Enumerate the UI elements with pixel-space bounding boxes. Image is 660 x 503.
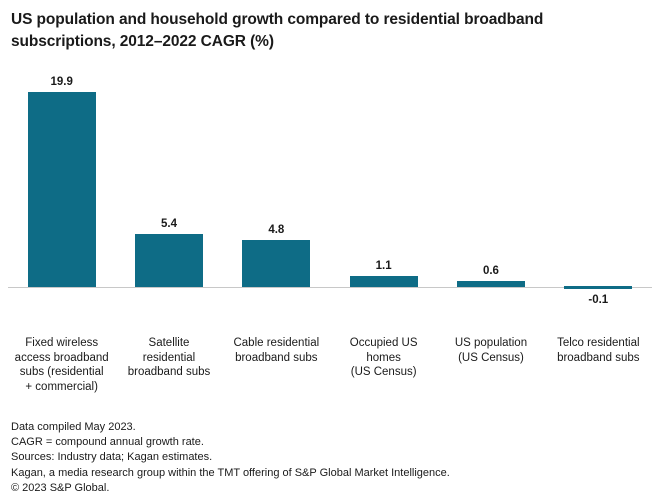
bar-value-label: 1.1 [375,260,392,272]
category-label-us-population: US population (US Census) [454,337,528,364]
bar-chart-plot-area: 19.9 5.4 4.8 1.1 0.6 -0.1 [8,73,652,306]
bar-value-label: -0.1 [588,294,609,306]
bar [564,286,633,289]
note-data-compiled: Data compiled May 2023. [11,420,136,433]
bar [456,281,525,287]
bar-column-fixed-wireless: 19.9 [8,73,115,287]
bar [27,92,96,287]
bar-value-label: 4.8 [268,224,285,236]
bar [134,234,203,287]
bar-value-label: 0.6 [482,265,499,277]
category-label-telco: Telco residential broadband subs [557,337,640,364]
note-kagan: Kagan, a media research group within the… [11,466,450,479]
bar [242,240,311,287]
category-label-satellite: Satellite residential broadband subs [127,337,211,378]
page-title: US population and household growth compa… [11,11,544,50]
note-copyright: © 2023 S&P Global. [11,481,110,494]
note-cagr-definition: CAGR = compound annual growth rate. [11,436,204,449]
bar-column-occupied-homes: 1.1 [330,73,437,287]
bar-value-label: 5.4 [160,218,177,230]
bar-column-telco: -0.1 [545,73,652,306]
bar [349,276,418,287]
bar-column-satellite: 5.4 [115,73,222,287]
category-label-cable: Cable residential broadband subs [233,337,320,364]
source-notes: Data compiled May 2023. CAGR = compound … [11,420,648,496]
category-label-occupied-homes: Occupied US homes (US Census) [349,337,418,378]
category-label-fixed-wireless: Fixed wireless access broadband subs (re… [14,337,109,393]
bar-value-label: 19.9 [50,76,73,88]
note-sources: Sources: Industry data; Kagan estimates. [11,451,213,464]
bar-column-cable: 4.8 [223,73,330,287]
category-axis-labels: Fixed wireless access broadband subs (re… [8,336,652,394]
bar-column-us-population: 0.6 [437,73,544,287]
